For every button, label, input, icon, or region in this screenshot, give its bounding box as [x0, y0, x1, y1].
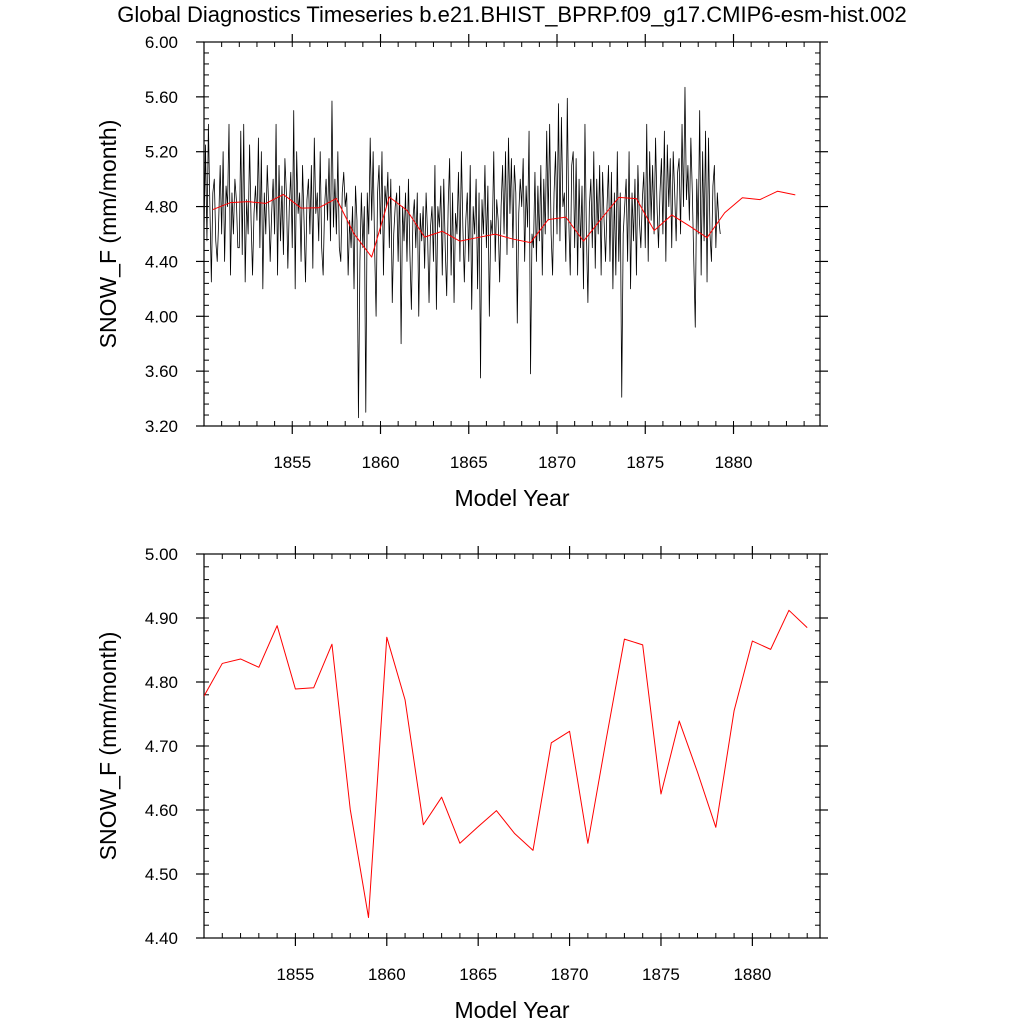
y-tick-label: 4.70	[145, 737, 178, 756]
y-tick-label: 4.80	[145, 673, 178, 692]
monthly-series-line	[204, 86, 721, 419]
x-tick-label: 1855	[276, 965, 314, 984]
x-tick-label: 1865	[450, 453, 488, 472]
y-tick-label: 6.00	[145, 33, 178, 52]
y-axis-label: SNOW_F (mm/month)	[95, 632, 121, 861]
x-axis-label: Model Year	[454, 997, 569, 1023]
y-tick-label: 3.20	[145, 417, 178, 436]
y-tick-label: 5.00	[145, 545, 178, 564]
x-tick-label: 1880	[733, 965, 771, 984]
page-title: Global Diagnostics Timeseries b.e21.BHIS…	[117, 2, 907, 27]
y-tick-label: 5.20	[145, 143, 178, 162]
x-tick-label: 1860	[368, 965, 406, 984]
annual-series-line	[204, 609, 808, 919]
annual-series-line	[212, 190, 796, 258]
x-tick-label: 1875	[626, 453, 664, 472]
y-tick-label: 5.60	[145, 88, 178, 107]
plot-frame	[203, 553, 821, 939]
top-panel-monthly-timeseries: 1855 1860 1865 1870 1875 1880 3.20 3.60 4.00 4.40…	[95, 33, 828, 511]
y-tick-label: 4.00	[145, 307, 178, 326]
y-tick-label: 4.80	[145, 198, 178, 217]
y-tick-label: 4.40	[145, 252, 178, 271]
x-tick-label: 1875	[642, 965, 680, 984]
x-tick-label: 1860	[362, 453, 400, 472]
x-tick-label: 1865	[459, 965, 497, 984]
y-tick-label: 4.90	[145, 609, 178, 628]
x-tick-label: 1870	[538, 453, 576, 472]
y-axis-label: SNOW_F (mm/month)	[95, 120, 121, 349]
x-tick-label: 1870	[551, 965, 589, 984]
x-axis-label: Model Year	[454, 485, 569, 511]
y-tick-label: 3.60	[145, 362, 178, 381]
y-tick-label: 4.50	[145, 865, 178, 884]
y-tick-label: 4.40	[145, 929, 178, 948]
x-tick-label: 1880	[715, 453, 753, 472]
y-tick-label: 4.60	[145, 801, 178, 820]
bottom-panel-annual-timeseries: 1855 1860 1865 1870 1875 1880 4.40 4.50 4.60 4.70…	[95, 545, 828, 1023]
plot-frame	[203, 41, 821, 427]
x-tick-label: 1855	[273, 453, 311, 472]
